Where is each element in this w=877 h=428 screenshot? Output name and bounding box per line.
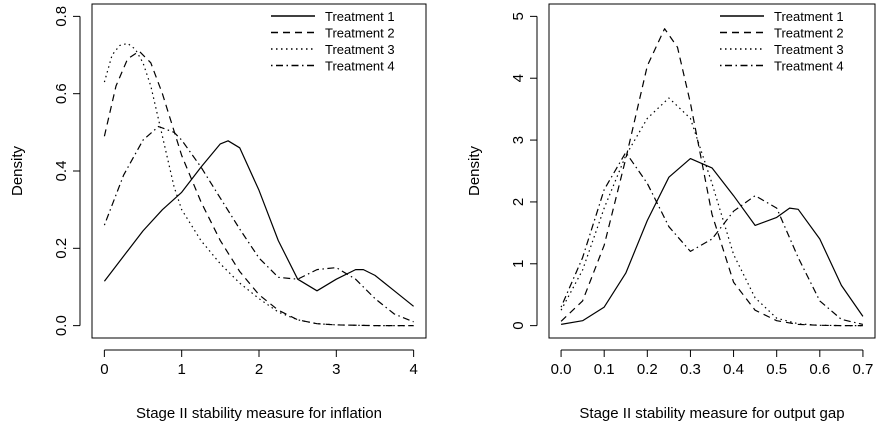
series-line-treatment-1 (103, 140, 414, 307)
y-tick-label: 0.6 (53, 83, 70, 104)
x-tick-label: 3 (332, 361, 340, 378)
x-tick-label: 0.4 (723, 361, 744, 378)
legend-label-treatment-1: Treatment 1 (774, 9, 844, 24)
series-line-treatment-1 (560, 158, 864, 325)
x-tick-label: 0.5 (766, 361, 787, 378)
series-line-treatment-4 (103, 125, 414, 323)
y-tick-label: 2 (510, 198, 527, 206)
y-tick-label: 0.8 (53, 6, 70, 27)
y-tick-label: 3 (510, 136, 527, 144)
legend-label-treatment-4: Treatment 4 (325, 59, 395, 74)
x-tick-label: 0.6 (809, 361, 830, 378)
x-tick-label: 2 (255, 361, 263, 378)
plot-frame (91, 3, 427, 339)
y-tick-label: 0.0 (53, 315, 70, 336)
y-tick-label: 5 (510, 12, 527, 20)
y-tick-label: 0.2 (53, 238, 70, 259)
x-tick-label: 4 (409, 361, 417, 378)
x-axis-title: Stage II stability measure for inflation (136, 405, 382, 422)
legend-label-treatment-2: Treatment 2 (774, 26, 844, 41)
x-tick-label: 0.1 (594, 361, 615, 378)
legend-label-treatment-3: Treatment 3 (774, 42, 844, 57)
x-tick-label: 1 (178, 361, 186, 378)
series-line-treatment-2 (560, 28, 863, 327)
y-tick-label: 1 (510, 260, 527, 268)
y-tick-label: 4 (510, 74, 527, 82)
series-line-treatment-3 (103, 42, 414, 327)
x-tick-label: 0.0 (551, 361, 572, 378)
series-line-treatment-3 (560, 97, 863, 327)
x-tick-label: 0 (100, 361, 108, 378)
y-axis-title: Density (466, 145, 483, 196)
plot-frame (548, 3, 876, 339)
x-tick-label: 0.3 (680, 361, 701, 378)
y-tick-label: 0.4 (53, 161, 70, 182)
x-tick-label: 0.2 (637, 361, 658, 378)
legend-label-treatment-1: Treatment 1 (325, 9, 395, 24)
output-gap-density-panel: 0.0 0.1 0.2 0.3 0.4 0.5 0.6 0.7 0 1 2 3 4 5 Stage II s… (466, 3, 876, 422)
inflation-density-panel: 0 1 2 3 4 0.0 0.2 0.4 0.6 0.8 Stage II stability m… (9, 3, 427, 422)
x-tick-label: 0.7 (852, 361, 873, 378)
legend-label-treatment-2: Treatment 2 (325, 26, 395, 41)
x-axis-title: Stage II stability measure for output ga… (579, 405, 844, 422)
series-line-treatment-4 (560, 151, 864, 325)
y-tick-label: 0 (510, 321, 527, 329)
y-axis-title: Density (9, 145, 26, 196)
series-line-treatment-2 (103, 50, 414, 327)
legend-label-treatment-3: Treatment 3 (325, 42, 395, 57)
legend-label-treatment-4: Treatment 4 (774, 59, 844, 74)
